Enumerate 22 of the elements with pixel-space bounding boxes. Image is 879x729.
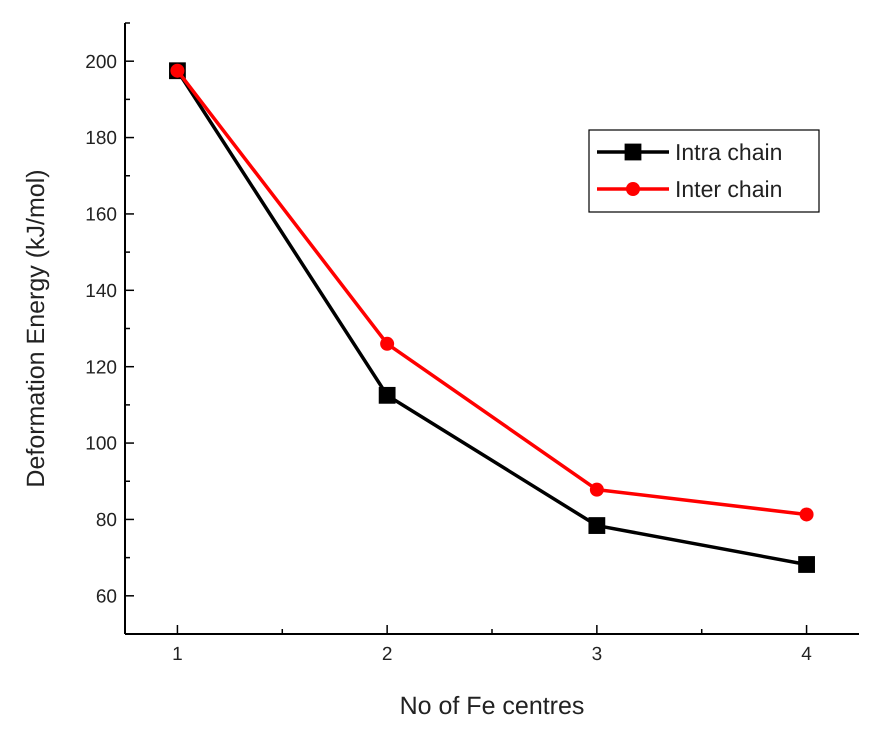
- y-axis-title: Deformation Energy (kJ/mol): [22, 169, 50, 488]
- x-tick-label: 2: [382, 644, 392, 665]
- point: [380, 336, 394, 351]
- y-tick-label: 80: [96, 510, 117, 532]
- y-tick-label: 200: [85, 52, 117, 73]
- y-tick-label: 160: [85, 204, 117, 226]
- x-tick-label: 4: [801, 644, 812, 665]
- point: [590, 482, 604, 497]
- legend-label: Inter chain: [675, 176, 782, 202]
- y-tick-label: 120: [85, 357, 117, 378]
- legend-label: Intra chain: [675, 139, 782, 166]
- y-tick-label: 60: [96, 586, 117, 608]
- point: [800, 507, 814, 522]
- x-tick-label: 3: [592, 644, 602, 665]
- y-tick-label: 140: [85, 280, 117, 302]
- x-tick-label: 1: [172, 644, 183, 665]
- point: [798, 556, 815, 573]
- y-tick-label: 100: [85, 434, 117, 455]
- point: [378, 386, 396, 404]
- y-tick-label: 180: [85, 128, 117, 150]
- point: [588, 517, 606, 534]
- x-axis-title: No of Fe centres: [400, 692, 584, 720]
